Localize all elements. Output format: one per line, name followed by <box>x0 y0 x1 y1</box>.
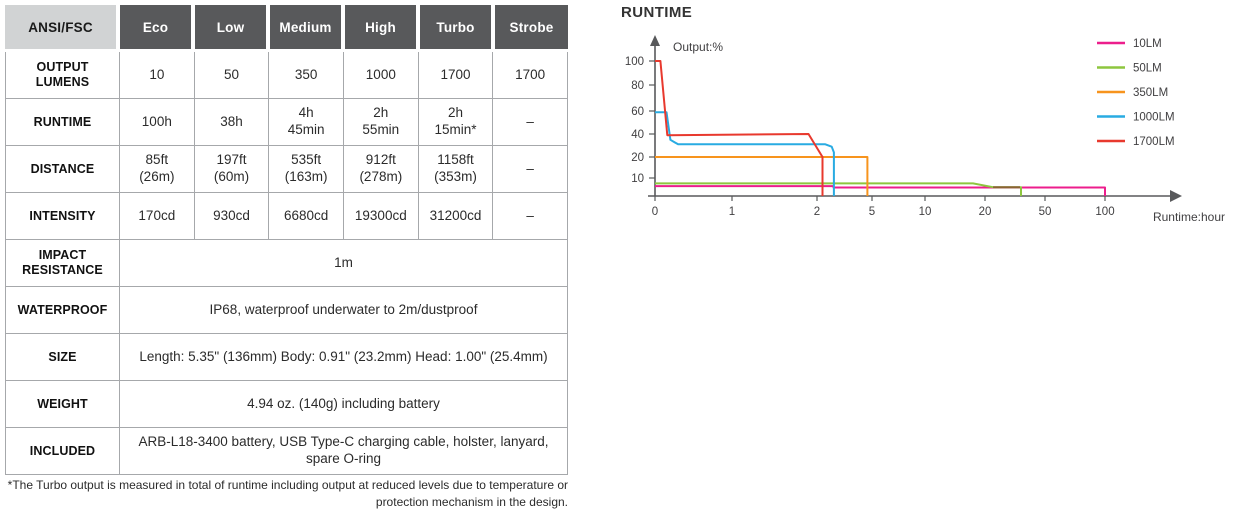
cell-intensity-turbo: 31200cd <box>417 193 493 239</box>
mode-label-turbo: Turbo <box>420 5 491 49</box>
table-row-weight: WEIGHT 4.94 oz. (140g) including battery <box>6 380 567 427</box>
row-label-distance: DISTANCE <box>30 161 95 176</box>
mode-label-high: High <box>345 5 416 49</box>
y-tick-label: 40 <box>631 129 644 141</box>
cell-size-value: Length: 5.35" (136mm) Body: 0.91" (23.2m… <box>119 334 567 380</box>
x-axis-arrow-icon <box>1170 190 1182 202</box>
x-tick-label: 2 <box>814 206 820 218</box>
table-row-impact-resistance: IMPACT RESISTANCE 1m <box>6 239 567 286</box>
legend-label-350LM: 350LM <box>1133 87 1168 99</box>
y-tick-label: 10 <box>631 173 644 185</box>
cell-lumens-low: 50 <box>193 52 269 98</box>
header-cell-eco: Eco <box>118 5 193 49</box>
table-row-distance: DISTANCE 85ft (26m) 197ft (60m) 535ft (1… <box>6 145 567 192</box>
spec-table: ANSI/FSC Eco Low Medium High Turbo Strob… <box>5 5 568 475</box>
legend-label-1000LM: 1000LM <box>1133 112 1175 124</box>
cell-distance-low: 197ft (60m) <box>193 146 269 192</box>
series-line-350LM <box>655 156 869 196</box>
header-cell-strobe: Strobe <box>493 5 568 49</box>
row-label-output-lumens: OUTPUT LUMENS <box>35 60 90 89</box>
series-line-1000LM <box>655 111 835 196</box>
mode-label-medium: Medium <box>270 5 341 49</box>
cell-runtime-medium: 4h 45min <box>268 99 343 145</box>
x-tick-label: 5 <box>869 206 875 218</box>
header-cell-low: Low <box>193 5 268 49</box>
table-row-intensity: INTENSITY 170cd 930cd 6680cd 19300cd 312… <box>6 192 567 239</box>
row-label-waterproof: WATERPROOF <box>17 302 108 317</box>
cell-intensity-low: 930cd <box>193 193 269 239</box>
ansi-fsc-label: ANSI/FSC <box>5 5 116 49</box>
cell-intensity-high: 19300cd <box>342 193 418 239</box>
cell-weight-value: 4.94 oz. (140g) including battery <box>119 381 567 427</box>
row-label-size: SIZE <box>48 349 77 364</box>
row-label-intensity: INTENSITY <box>29 208 96 223</box>
row-label-weight: WEIGHT <box>37 396 88 411</box>
cell-distance-eco: 85ft (26m) <box>119 146 194 192</box>
turbo-footnote: *The Turbo output is measured in total o… <box>7 478 568 509</box>
cell-waterproof-value: IP68, waterproof underwater to 2m/dustpr… <box>119 287 567 333</box>
cell-runtime-strobe: – <box>492 99 567 145</box>
cell-distance-turbo: 1158ft (353m) <box>417 146 493 192</box>
cell-distance-medium: 535ft (163m) <box>268 146 343 192</box>
y-tick-label: 20 <box>631 152 644 164</box>
cell-distance-high: 912ft (278m) <box>342 146 418 192</box>
cell-impact-resistance-value: 1m <box>119 240 567 286</box>
series-line-10LM <box>655 185 1106 196</box>
table-row-size: SIZE Length: 5.35" (136mm) Body: 0.91" (… <box>6 333 567 380</box>
table-header-row: ANSI/FSC Eco Low Medium High Turbo Strob… <box>5 5 568 49</box>
runtime-chart: Output:% Runtime:hour 10 20 40 60 80 100 0 1 2 5 10 2… <box>625 35 1225 224</box>
chart-title: RUNTIME <box>621 4 693 21</box>
legend-label-50LM: 50LM <box>1133 63 1162 75</box>
legend-label-1700LM: 1700LM <box>1133 136 1175 148</box>
row-label-included: INCLUDED <box>29 443 96 458</box>
header-cell-turbo: Turbo <box>418 5 493 49</box>
cell-lumens-eco: 10 <box>119 52 194 98</box>
table-row-output-lumens: OUTPUT LUMENS 10 50 350 1000 1700 1700 <box>6 52 567 98</box>
cell-intensity-strobe: – <box>492 193 567 239</box>
mode-label-strobe: Strobe <box>495 5 568 49</box>
header-cell-medium: Medium <box>268 5 343 49</box>
y-tick-label: 100 <box>625 56 644 68</box>
x-tick-label: 20 <box>979 206 992 218</box>
table-row-runtime: RUNTIME 100h 38h 4h 45min 2h 55min 2h 15… <box>6 98 567 145</box>
cell-runtime-low: 38h <box>193 99 269 145</box>
cell-distance-strobe: – <box>492 146 567 192</box>
cell-runtime-turbo: 2h 15min* <box>417 99 493 145</box>
header-cell-ansi-fsc: ANSI/FSC <box>5 5 118 49</box>
cell-lumens-strobe: 1700 <box>492 52 567 98</box>
x-tick-label: 10 <box>919 206 932 218</box>
mode-label-low: Low <box>195 5 266 49</box>
table-row-waterproof: WATERPROOF IP68, waterproof underwater t… <box>6 286 567 333</box>
y-axis-arrow-icon <box>650 35 660 46</box>
cell-lumens-medium: 350 <box>268 52 343 98</box>
x-tick-label: 100 <box>1095 206 1114 218</box>
mode-label-eco: Eco <box>120 5 191 49</box>
table-body: OUTPUT LUMENS 10 50 350 1000 1700 1700 R… <box>5 52 568 475</box>
table-row-included: INCLUDED ARB-L18-3400 battery, USB Type-… <box>6 427 567 474</box>
x-tick-label: 0 <box>652 206 658 218</box>
x-tick-label: 1 <box>729 206 735 218</box>
row-label-runtime: RUNTIME <box>33 114 92 129</box>
cell-lumens-high: 1000 <box>342 52 418 98</box>
y-tick-label: 80 <box>631 80 644 92</box>
cell-intensity-medium: 6680cd <box>268 193 343 239</box>
row-label-impact-resistance: IMPACT RESISTANCE <box>22 248 103 277</box>
header-cell-high: High <box>343 5 418 49</box>
legend-label-10LM: 10LM <box>1133 38 1162 50</box>
series-line-1700LM <box>655 60 824 196</box>
x-tick-label: 50 <box>1039 206 1052 218</box>
y-tick-label: 60 <box>631 106 644 118</box>
y-axis-title: Output:% <box>673 40 723 54</box>
x-axis-title: Runtime:hour <box>1153 210 1225 224</box>
cell-included-value: ARB-L18-3400 battery, USB Type-C chargin… <box>119 428 567 474</box>
cell-intensity-eco: 170cd <box>119 193 194 239</box>
cell-runtime-high: 2h 55min <box>342 99 418 145</box>
cell-runtime-eco: 100h <box>119 99 194 145</box>
cell-lumens-turbo: 1700 <box>417 52 493 98</box>
